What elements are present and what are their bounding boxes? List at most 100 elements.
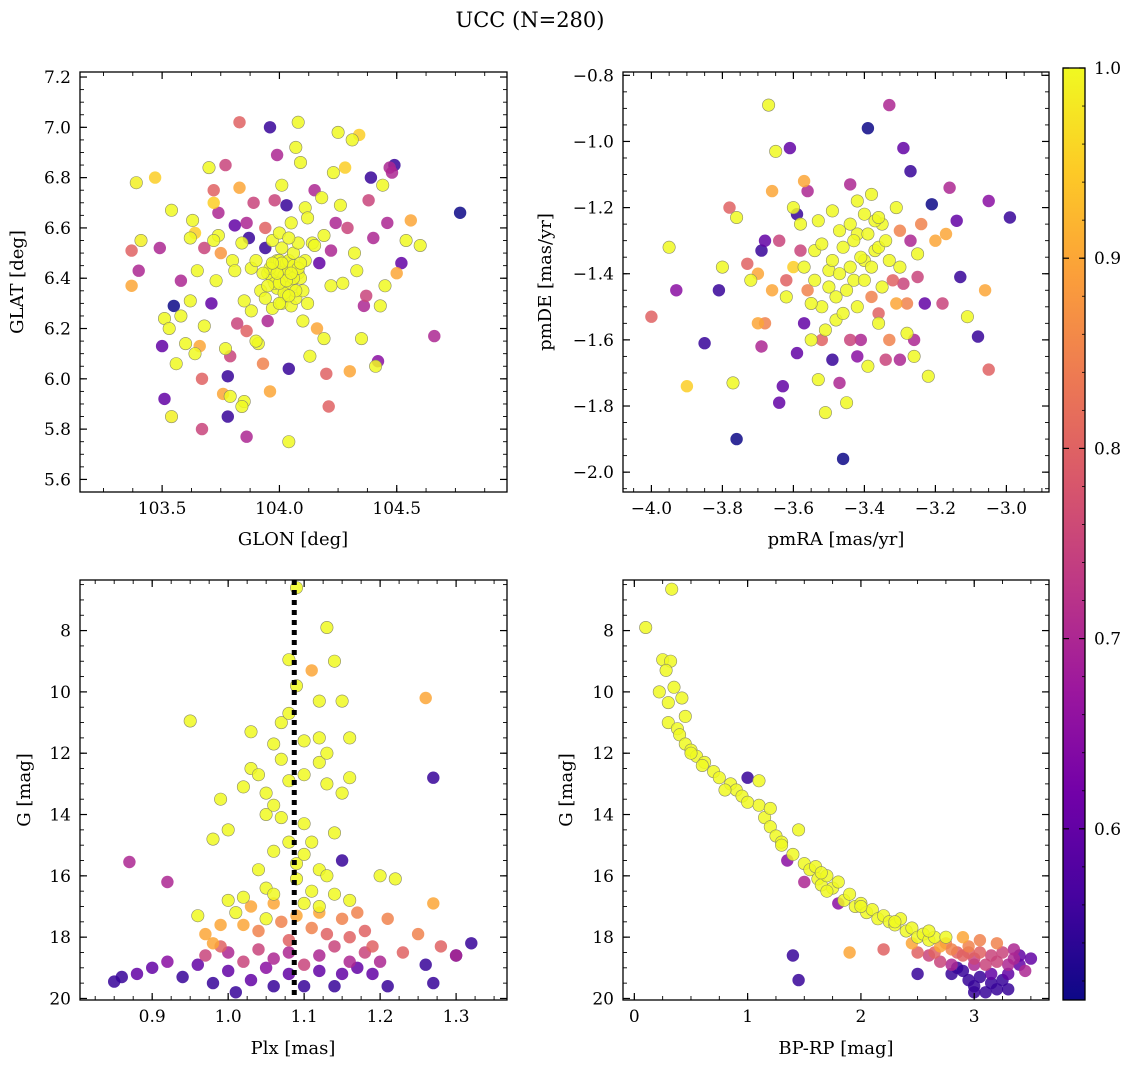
point-pm-76: [793, 217, 807, 231]
point-galactic-62: [390, 267, 403, 280]
point-pm-3: [925, 198, 938, 211]
point-cmd-111: [741, 795, 755, 809]
ytick-label-plx-6: 20: [49, 989, 71, 1009]
point-galactic-148: [284, 216, 298, 230]
point-pm-98: [960, 310, 974, 324]
point-plx-112: [259, 912, 273, 926]
point-pm-68: [662, 240, 676, 254]
point-plx-92: [320, 620, 334, 634]
xtick-label-pm-4: −3.2: [915, 499, 956, 519]
point-galactic-30: [428, 329, 441, 343]
point-pm-23: [982, 194, 995, 208]
point-pm-21: [797, 317, 811, 330]
point-plx-33: [313, 949, 326, 962]
point-pm-38: [794, 244, 807, 257]
point-pm-104: [825, 254, 839, 268]
xtick-label-galactic-1: 104.0: [255, 499, 304, 519]
point-galactic-141: [293, 256, 307, 270]
ytick-label-plx-0: 8: [60, 622, 71, 642]
point-plx-6: [297, 980, 311, 993]
ytick-label-cmd-1: 10: [592, 683, 614, 703]
point-pm-101: [811, 214, 825, 228]
point-plx-26: [259, 961, 273, 974]
point-plx-53: [335, 912, 349, 925]
point-plx-68: [183, 714, 197, 728]
point-galactic-63: [404, 214, 417, 227]
point-plx-22: [335, 967, 349, 981]
point-plx-13: [108, 975, 121, 988]
point-galactic-44: [362, 194, 375, 207]
point-cmd-14: [911, 967, 924, 981]
panel-galactic-position: 103.5 104.0 104.5 5.6 5.8 6.0 6.2 6.4 6.6 6.8 7.0 7…: [7, 68, 508, 550]
point-cmd-90: [831, 875, 845, 889]
point-pm-99: [786, 201, 800, 215]
point-cmd-114: [684, 746, 698, 760]
point-galactic-43: [360, 289, 373, 302]
point-plx-21: [313, 964, 326, 978]
point-galactic-161: [324, 279, 338, 293]
ytick-label-galactic-1: 5.8: [44, 420, 71, 440]
point-cmd-58: [652, 685, 666, 699]
point-pm-74: [769, 144, 783, 158]
point-pm-83: [825, 204, 839, 218]
point-galactic-25: [357, 299, 371, 313]
xtick-label-cmd-0: 0: [629, 1007, 640, 1027]
point-galactic-88: [228, 264, 242, 278]
xtick-label-cmd-2: 2: [856, 1007, 867, 1027]
point-galactic-78: [183, 231, 197, 245]
point-plx-27: [123, 855, 136, 869]
point-plx-118: [320, 869, 334, 883]
point-galactic-155: [303, 349, 317, 363]
point-pm-117: [875, 280, 889, 294]
point-plx-100: [335, 694, 349, 708]
ytick-label-galactic-0: 5.6: [44, 470, 71, 490]
ytick-label-galactic-6: 6.8: [44, 169, 71, 189]
point-galactic-6: [263, 121, 277, 134]
scatter-points-proper-motion: [645, 98, 1017, 466]
ytick-label-galactic-8: 7.2: [44, 68, 71, 88]
point-pm-121: [797, 260, 811, 274]
point-pm-37: [936, 297, 949, 310]
point-pm-24: [851, 350, 864, 363]
colorbar: 0.6 0.7 0.8 0.9 1.0: [1062, 59, 1121, 1001]
point-plx-115: [259, 786, 273, 800]
point-galactic-48: [233, 116, 246, 129]
point-pm-22: [670, 284, 683, 297]
point-pm-45: [886, 274, 899, 287]
point-pm-9: [1003, 211, 1017, 224]
point-pm-61: [939, 227, 953, 241]
point-galactic-51: [320, 367, 333, 380]
point-plx-123: [236, 890, 250, 904]
point-galactic-163: [331, 125, 345, 139]
point-galactic-3: [221, 410, 234, 423]
ticks-galactic: 103.5 104.0 104.5 5.6 5.8 6.0 6.2 6.4 6.6 6.8 7.0 7…: [44, 68, 507, 519]
point-galactic-177: [197, 319, 211, 333]
point-pm-119: [882, 254, 896, 268]
ytick-label-plx-1: 10: [49, 683, 71, 703]
point-cmd-63: [661, 716, 675, 730]
point-galactic-107: [275, 241, 289, 255]
axes-frame-proper-motion: [622, 71, 1050, 493]
point-pm-62: [978, 284, 992, 297]
xlabel-proper-motion: pmRA [mas/yr]: [768, 529, 905, 550]
ytick-label-plx-5: 18: [49, 928, 71, 948]
point-plx-28: [161, 875, 174, 889]
point-pm-10: [755, 244, 768, 257]
point-plx-32: [282, 946, 296, 959]
cbar-tick-label-1: 0.7: [1094, 630, 1121, 650]
point-galactic-61: [343, 365, 356, 378]
point-galactic-143: [272, 296, 286, 310]
point-cmd-41: [877, 943, 890, 956]
point-plx-34: [343, 955, 356, 968]
point-galactic-55: [125, 279, 138, 292]
point-galactic-46: [195, 372, 209, 385]
point-cmd-27: [798, 875, 811, 889]
point-cmd-112: [718, 783, 732, 797]
point-galactic-166: [345, 133, 359, 147]
point-pm-94: [893, 260, 907, 274]
ytick-label-galactic-7: 7.0: [44, 118, 71, 138]
point-pm-40: [844, 333, 857, 347]
point-cmd-25: [1018, 964, 1032, 978]
point-pm-111: [854, 250, 868, 264]
point-cmd-40: [911, 946, 924, 959]
